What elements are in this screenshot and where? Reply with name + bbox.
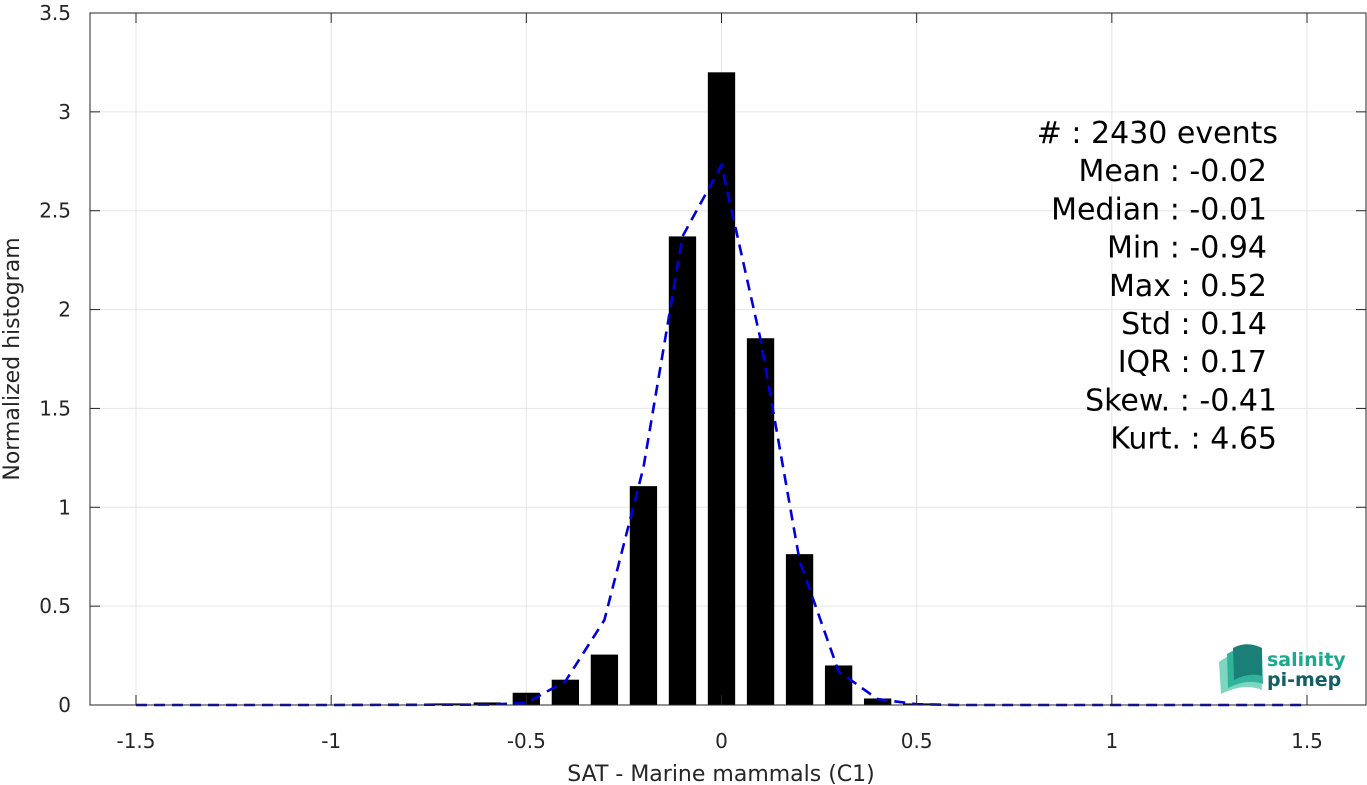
x-tick-label: 1 bbox=[1105, 729, 1118, 753]
histogram-bar bbox=[707, 72, 736, 706]
logo-line2: pi-mep bbox=[1267, 669, 1341, 691]
stat-line: Std : 0.14 bbox=[1121, 307, 1267, 342]
stat-line: Max : 0.52 bbox=[1109, 269, 1267, 304]
y-tick-label: 2.5 bbox=[39, 199, 71, 223]
fit-curve bbox=[136, 161, 1307, 707]
axis-ticks: -1.5 -1 -0.5 0 0.5 1 1.5 0 0.5 1 1.5 2 2.5 3 3.5 bbox=[39, 1, 1366, 753]
x-axis-label: SAT - Marine mammals (C1) bbox=[567, 762, 875, 785]
x-tick-label: 0.5 bbox=[901, 729, 933, 753]
histogram-bar bbox=[785, 554, 814, 705]
x-tick-label: -1 bbox=[321, 729, 341, 753]
logo-line1: salinity bbox=[1267, 649, 1346, 671]
histogram-bar bbox=[746, 338, 775, 705]
stat-line: Median : -0.01 bbox=[1051, 192, 1267, 227]
histogram-bar bbox=[629, 486, 658, 705]
y-tick-label: 3 bbox=[58, 100, 71, 124]
bars bbox=[434, 72, 931, 706]
stat-line: Min : -0.94 bbox=[1107, 231, 1267, 266]
salinity-pi-mep-logo: salinity pi-mep bbox=[1219, 644, 1346, 694]
stat-line: Mean : -0.02 bbox=[1078, 154, 1267, 189]
stat-line: Kurt. : 4.65 bbox=[1110, 422, 1277, 457]
x-tick-label: -0.5 bbox=[507, 729, 546, 753]
y-tick-label: 0.5 bbox=[39, 594, 71, 618]
x-tick-label: -1.5 bbox=[116, 729, 155, 753]
histogram-bar bbox=[590, 654, 619, 705]
y-tick-label: 1 bbox=[58, 495, 71, 519]
logo-waves-icon bbox=[1219, 644, 1263, 694]
y-tick-label: 0 bbox=[58, 693, 71, 717]
stat-line: Skew. : -0.41 bbox=[1085, 383, 1277, 418]
histogram-bar bbox=[863, 698, 892, 705]
y-tick-label: 3.5 bbox=[39, 1, 71, 25]
stat-line: # : 2430 events bbox=[1037, 116, 1278, 151]
y-tick-label: 1.5 bbox=[39, 396, 71, 420]
histogram-bar bbox=[668, 236, 697, 705]
stat-line: IQR : 0.17 bbox=[1118, 345, 1267, 380]
axes-box bbox=[89, 12, 1367, 706]
x-tick-label: 0 bbox=[715, 729, 728, 753]
y-tick-label: 2 bbox=[58, 298, 71, 322]
histogram-bar bbox=[551, 679, 580, 705]
y-axis-label: Normalized histogram bbox=[0, 237, 25, 480]
x-tick-label: 1.5 bbox=[1291, 729, 1323, 753]
